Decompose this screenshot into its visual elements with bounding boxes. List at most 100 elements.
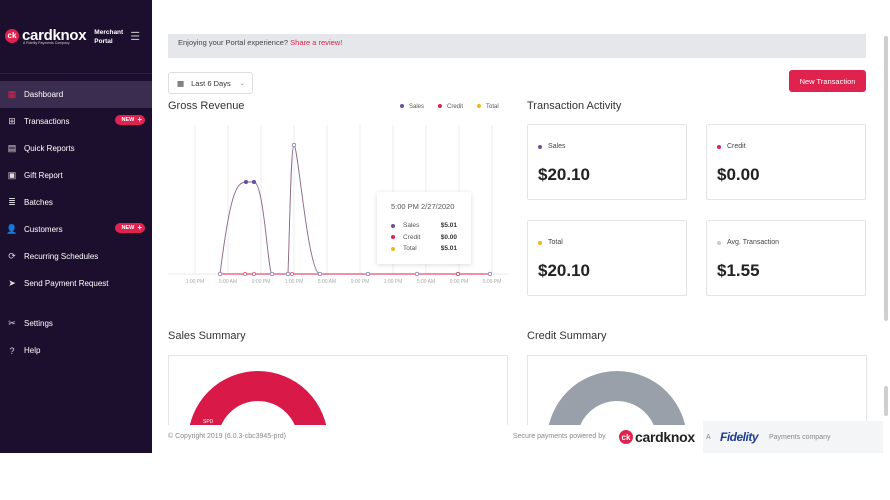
sidebar-item-label: Help — [24, 346, 41, 355]
x-tick-label: 1:00 PM — [384, 279, 403, 285]
scrollbar-thumb-lower[interactable] — [884, 386, 888, 416]
logo-text: cardknox — [22, 26, 87, 44]
nav-spacer — [0, 297, 152, 310]
stat-value: $0.00 — [717, 165, 760, 184]
tooltip-value: $5.01 — [440, 245, 457, 253]
chart-tooltip: 5:00 PM 2/27/2020 Sales $5.01 Credit $0.00… — [377, 192, 471, 264]
new-badge[interactable]: NEW + — [115, 115, 145, 125]
tooltip-row-credit: Credit $0.00 — [391, 232, 457, 244]
menu-toggle-icon[interactable]: ☰ — [130, 31, 141, 43]
stat-card-credit: Credit $0.00 — [706, 124, 866, 200]
sidebar-item-label: Settings — [24, 319, 53, 328]
sidebar-item-recurring-schedules[interactable]: ⟳ Recurring Schedules — [0, 243, 152, 270]
legend-label: Sales — [409, 104, 425, 110]
data-point-sales[interactable] — [251, 179, 257, 185]
data-point-sales[interactable] — [365, 271, 371, 277]
tooltip-row-total: Total $5.01 — [391, 243, 457, 255]
fidelity-banner — [703, 421, 883, 453]
data-point-sales[interactable] — [217, 271, 223, 277]
sidebar-item-label: Recurring Schedules — [24, 252, 99, 261]
gift-icon: ▣ — [7, 170, 17, 180]
credit-donut-chart[interactable] — [547, 371, 687, 425]
sidebar-item-transactions[interactable]: ⊞ Transactions NEW + — [0, 108, 152, 135]
sidebar-item-send-payment-request[interactable]: ➤ Send Payment Request — [0, 270, 152, 297]
data-point-credit[interactable] — [252, 272, 256, 276]
sales-summary-title: Sales Summary — [168, 330, 246, 342]
sidebar-item-quick-reports[interactable]: ▤ Quick Reports — [0, 135, 152, 162]
stat-label-text: Total — [548, 239, 563, 246]
legend-item-credit[interactable]: Credit — [438, 104, 463, 110]
date-range-label: Last 6 Days — [191, 78, 231, 88]
chart-points — [217, 142, 493, 277]
data-point-sales[interactable] — [291, 142, 297, 148]
banner-text: Enjoying your Portal experience? — [178, 38, 289, 47]
data-point-sales[interactable] — [317, 271, 323, 277]
recurring-icon: ⟳ — [8, 251, 16, 261]
data-point-credit[interactable] — [243, 272, 247, 276]
legend-dot — [477, 104, 482, 109]
x-tick-label: 9:00 PM — [450, 279, 469, 285]
data-point-sales[interactable] — [414, 271, 420, 277]
fidelity-logo[interactable]: Fidelity — [720, 430, 759, 444]
reports-icon: ▤ — [7, 143, 17, 153]
sidebar-item-help[interactable]: ? Help — [0, 337, 152, 364]
tooltip-label: Total — [403, 245, 417, 253]
batches-icon: ≣ — [8, 197, 16, 207]
stat-label: Sales — [538, 143, 566, 150]
sidebar-item-label: Transactions — [24, 117, 70, 126]
logo[interactable]: ck cardknox A Fidelity Payments Company — [5, 26, 87, 45]
sidebar-item-batches[interactable]: ≣ Batches — [0, 189, 152, 216]
powered-by-text: Secure payments powered by — [513, 433, 606, 440]
x-tick-label: 5:00 PM — [483, 279, 502, 285]
help-icon: ? — [9, 345, 15, 356]
stat-label-text: Credit — [727, 143, 746, 150]
stat-card-sales: Sales $20.10 — [527, 124, 687, 200]
sidebar-item-label: Customers — [24, 225, 63, 234]
donut-label: SPD — [203, 419, 214, 425]
credit-summary-title: Credit Summary — [527, 330, 607, 342]
tooltip-value: $5.01 — [440, 222, 457, 230]
transactions-icon: ⊞ — [8, 116, 16, 126]
chart-legend: Sales Credit Total — [400, 104, 499, 110]
new-badge[interactable]: NEW + — [115, 223, 145, 233]
scrollbar-thumb[interactable] — [884, 36, 888, 321]
legend-item-total[interactable]: Total — [477, 104, 499, 110]
review-banner: Enjoying your Portal experience? Share a… — [168, 34, 866, 58]
stat-dot — [538, 240, 542, 245]
portal-label: Merchant Portal — [94, 28, 124, 45]
tooltip-dot — [391, 223, 395, 228]
sidebar-item-gift-report[interactable]: ▣ Gift Report — [0, 162, 152, 189]
copyright-text: © Copyright 2019 (6.0.3-cbc3945-prd) — [168, 433, 286, 440]
legend-item-sales[interactable]: Sales — [400, 104, 424, 110]
new-transaction-button[interactable]: New Transaction — [789, 70, 866, 92]
stat-card-total: Total $20.10 — [527, 220, 687, 296]
sidebar-item-label: Quick Reports — [24, 144, 75, 153]
data-point-credit[interactable] — [456, 272, 460, 276]
x-tick-label: 9:00 PM — [351, 279, 370, 285]
sidebar-item-customers[interactable]: 👤 Customers NEW + — [0, 216, 152, 243]
brand-header: ck cardknox A Fidelity Payments Company … — [0, 0, 152, 74]
sidebar-item-settings[interactable]: ✂ Settings — [0, 310, 152, 337]
stat-dot — [538, 144, 542, 149]
stat-dot — [717, 240, 721, 245]
plus-icon: + — [137, 115, 142, 124]
cardknox-logo-icon: ck — [5, 28, 19, 43]
footer-cardknox-logo[interactable]: ck cardknox — [619, 429, 695, 445]
tooltip-row-sales: Sales $5.01 — [391, 220, 457, 232]
sidebar-item-label: Gift Report — [24, 171, 63, 180]
data-point-credit[interactable] — [290, 272, 294, 276]
sidebar-item-label: Dashboard — [24, 90, 64, 99]
data-point-sales[interactable] — [487, 271, 493, 277]
stat-label: Total — [538, 239, 563, 246]
sidebar-nav: ▦ Dashboard ⊞ Transactions NEW + ▤ Quick … — [0, 74, 152, 364]
data-point-sales[interactable] — [269, 271, 275, 277]
sales-donut-chart[interactable] — [188, 371, 328, 425]
legend-dot — [438, 104, 443, 109]
data-point-sales[interactable] — [285, 271, 291, 277]
sidebar-item-dashboard[interactable]: ▦ Dashboard — [0, 81, 152, 108]
date-range-select[interactable]: ▦ Last 6 Days ⌄ — [168, 72, 253, 94]
share-review-link[interactable]: Share a review! — [290, 38, 343, 47]
tooltip-label: Credit — [403, 233, 421, 241]
data-point-sales[interactable] — [243, 179, 249, 185]
